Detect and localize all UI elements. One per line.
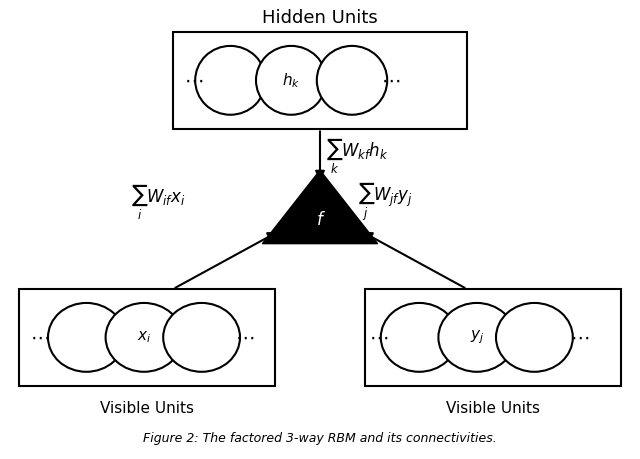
Text: $\cdots$: $\cdots$	[30, 328, 49, 347]
Text: Figure 2: The factored 3-way RBM and its connectivities.: Figure 2: The factored 3-way RBM and its…	[143, 432, 497, 445]
Ellipse shape	[438, 303, 515, 372]
Text: $\sum_i W_{if}x_i$: $\sum_i W_{if}x_i$	[131, 182, 186, 222]
Ellipse shape	[163, 303, 240, 372]
Ellipse shape	[317, 46, 387, 115]
Bar	[173, 32, 467, 129]
Ellipse shape	[106, 303, 182, 372]
Text: $\sum_k W_{kf}h_k$: $\sum_k W_{kf}h_k$	[326, 136, 389, 176]
Ellipse shape	[381, 303, 458, 372]
Text: $\cdots$: $\cdots$	[369, 328, 388, 347]
Text: $x_i$: $x_i$	[137, 330, 151, 345]
Ellipse shape	[195, 46, 266, 115]
Text: $\cdots$: $\cdots$	[570, 328, 589, 347]
Text: f: f	[317, 211, 323, 230]
Text: $\cdots$: $\cdots$	[184, 71, 203, 90]
Text: $y_j$: $y_j$	[470, 329, 484, 346]
Text: $h_k$: $h_k$	[282, 71, 300, 90]
Text: $\cdots$: $\cdots$	[381, 71, 400, 90]
Text: Visible Units: Visible Units	[446, 401, 540, 416]
Bar	[365, 289, 621, 386]
Polygon shape	[262, 170, 378, 244]
Bar	[19, 289, 275, 386]
Ellipse shape	[256, 46, 326, 115]
Text: Hidden Units: Hidden Units	[262, 9, 378, 28]
Ellipse shape	[48, 303, 125, 372]
Text: $\sum_j W_{jf}y_j$: $\sum_j W_{jf}y_j$	[358, 180, 413, 224]
Text: $\cdots$: $\cdots$	[235, 328, 254, 347]
Ellipse shape	[496, 303, 573, 372]
Text: Visible Units: Visible Units	[100, 401, 194, 416]
